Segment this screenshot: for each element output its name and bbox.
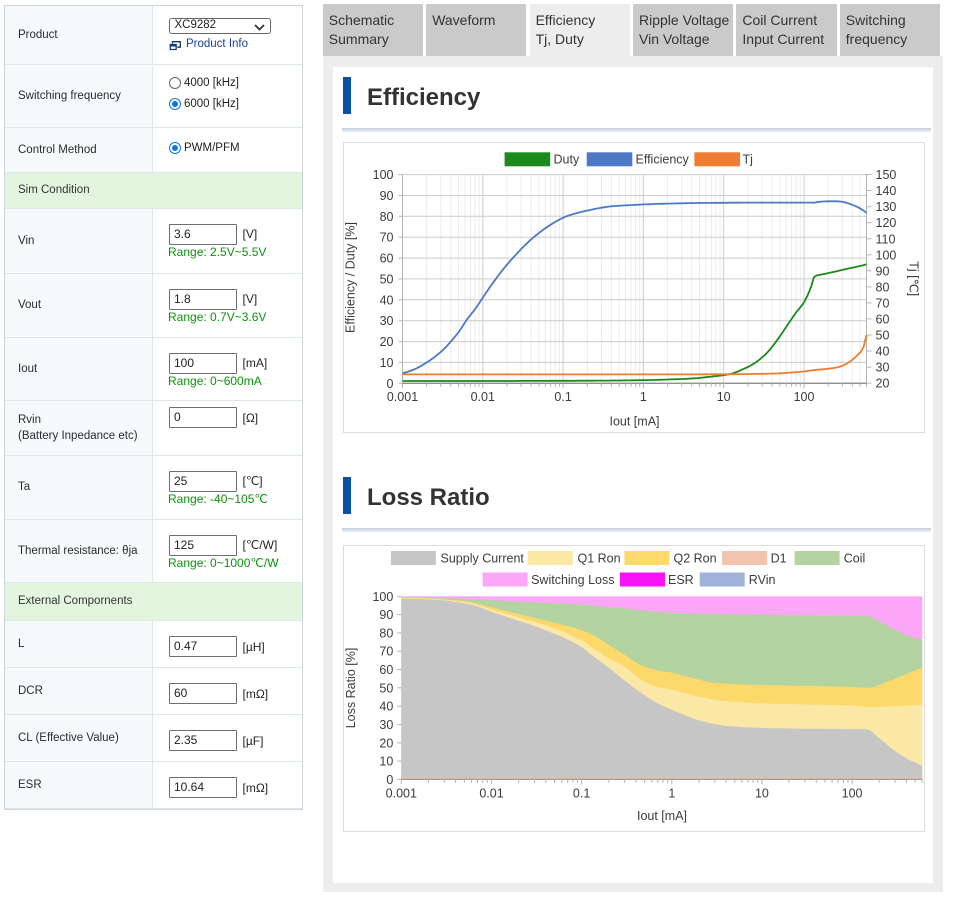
svg-text:20: 20 <box>379 736 393 750</box>
svg-text:0.1: 0.1 <box>573 787 590 801</box>
svg-text:0.001: 0.001 <box>387 390 418 404</box>
svg-text:150: 150 <box>876 168 897 182</box>
svg-text:10: 10 <box>379 755 393 769</box>
svg-text:0.1: 0.1 <box>554 390 571 404</box>
svg-text:90: 90 <box>379 608 393 622</box>
svg-text:100: 100 <box>372 590 393 604</box>
svg-text:Supply Current: Supply Current <box>441 552 525 566</box>
svg-text:50: 50 <box>379 681 393 695</box>
svg-text:80: 80 <box>379 626 393 640</box>
svg-text:0: 0 <box>387 377 394 391</box>
svg-text:Coil: Coil <box>844 552 866 566</box>
svg-text:0.01: 0.01 <box>471 390 495 404</box>
svg-text:10: 10 <box>380 356 394 370</box>
svg-text:40: 40 <box>876 345 890 359</box>
svg-text:0: 0 <box>386 773 393 787</box>
svg-text:40: 40 <box>379 700 393 714</box>
svg-text:80: 80 <box>876 280 890 294</box>
svg-text:10: 10 <box>755 787 769 801</box>
svg-text:20: 20 <box>380 335 394 349</box>
svg-text:50: 50 <box>876 329 890 343</box>
svg-text:130: 130 <box>876 200 897 214</box>
svg-text:Iout [mA]: Iout [mA] <box>637 809 687 823</box>
svg-text:RVin: RVin <box>749 573 776 587</box>
svg-text:60: 60 <box>379 663 393 677</box>
svg-text:140: 140 <box>876 184 897 198</box>
svg-text:Tj: Tj <box>743 153 753 167</box>
svg-text:Iout [mA]: Iout [mA] <box>609 415 659 429</box>
svg-text:30: 30 <box>380 314 394 328</box>
svg-text:10: 10 <box>717 390 731 404</box>
svg-text:30: 30 <box>876 361 890 375</box>
svg-text:100: 100 <box>876 248 897 262</box>
svg-text:0.001: 0.001 <box>386 787 417 801</box>
svg-text:70: 70 <box>876 296 890 310</box>
svg-text:40: 40 <box>380 293 394 307</box>
svg-text:Q1 Ron: Q1 Ron <box>578 552 621 566</box>
svg-text:30: 30 <box>379 718 393 732</box>
svg-text:Q2 Ron: Q2 Ron <box>674 552 717 566</box>
svg-text:90: 90 <box>380 189 394 203</box>
svg-text:100: 100 <box>842 787 863 801</box>
svg-text:Loss Ratio [%]: Loss Ratio [%] <box>344 648 358 729</box>
svg-text:50: 50 <box>380 272 394 286</box>
svg-text:20: 20 <box>876 377 890 391</box>
svg-text:100: 100 <box>373 168 394 182</box>
svg-text:Efficiency: Efficiency <box>636 153 690 167</box>
svg-text:Switching Loss: Switching Loss <box>531 573 614 587</box>
svg-text:60: 60 <box>380 252 394 266</box>
svg-text:Tj [℃]: Tj [℃] <box>907 261 921 296</box>
svg-text:70: 70 <box>380 231 394 245</box>
svg-text:100: 100 <box>794 390 815 404</box>
svg-text:D1: D1 <box>771 552 787 566</box>
svg-text:0.01: 0.01 <box>479 787 503 801</box>
svg-text:Efficiency / Duty [%]: Efficiency / Duty [%] <box>344 222 358 333</box>
svg-text:120: 120 <box>876 216 897 230</box>
svg-text:90: 90 <box>876 264 890 278</box>
svg-text:ESR: ESR <box>668 573 694 587</box>
svg-text:1: 1 <box>668 787 675 801</box>
svg-text:110: 110 <box>876 232 896 246</box>
svg-text:Duty: Duty <box>554 153 580 167</box>
svg-text:70: 70 <box>379 645 393 659</box>
svg-text:80: 80 <box>380 210 394 224</box>
svg-text:60: 60 <box>876 312 890 326</box>
svg-text:1: 1 <box>640 390 647 404</box>
